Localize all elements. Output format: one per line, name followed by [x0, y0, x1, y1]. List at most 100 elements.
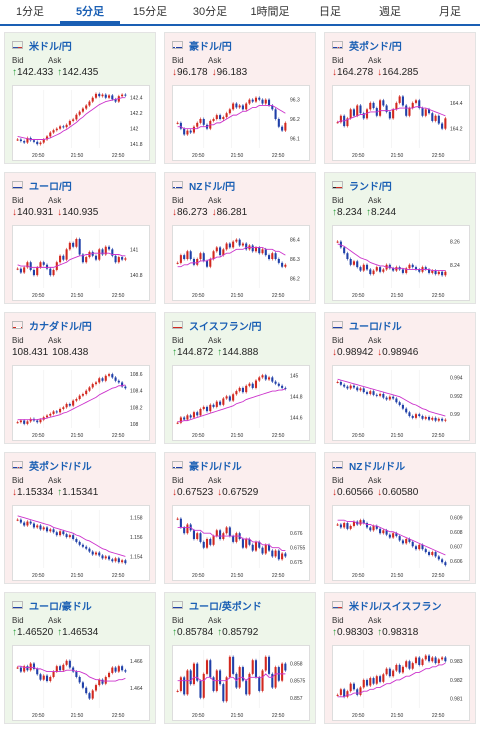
rate-card[interactable]: 米ドル/スイスフラン Bid Ask ↑0.98303 ↑0.98318 0.983 0.9… [324, 592, 476, 724]
candle-body [186, 415, 189, 420]
candle-body [104, 94, 107, 98]
mini-chart[interactable]: 1.158 1.156 1.154 20:50 21:50 22:50 [12, 505, 150, 581]
candle-body [385, 397, 388, 400]
currency-pair-link[interactable]: ユーロ/円 [29, 181, 72, 193]
candle-body [23, 267, 26, 273]
candle-body [254, 97, 258, 102]
tab-timeframe[interactable]: 15分足 [132, 6, 168, 18]
candle-body [362, 679, 365, 688]
tab-timeframe[interactable]: 30分足 [192, 6, 228, 18]
candle-body [29, 663, 32, 671]
gb-flag-icon [12, 461, 23, 469]
candle-body [277, 259, 280, 263]
candle-body [388, 264, 391, 269]
rate-card[interactable]: 豪ドル/円 Bid Ask ↓96.178 ↓96.183 96.3 96.2 96.1 20:… [164, 32, 316, 164]
mini-chart[interactable]: 142.4 142.2 142 141.8 20:50 21:50 22:50 [12, 85, 150, 161]
currency-pair-link[interactable]: 豪ドル/ドル [189, 461, 242, 473]
candle-body [186, 130, 189, 135]
rate-card[interactable]: スイスフラン/円 Bid Ask ↑144.872 ↑144.888 145 144.8 14… [164, 312, 316, 444]
mini-chart[interactable]: 8.26 8.24 20:50 21:50 22:50 [332, 225, 470, 301]
candle-body [372, 270, 375, 275]
bid-price: 0.98303 [337, 627, 374, 638]
rate-card[interactable]: ユーロ/英ポンド Bid Ask ↑0.85784 ↑0.85792 0.858 0.857… [164, 592, 316, 724]
currency-pair-link[interactable]: 豪ドル/円 [189, 41, 232, 53]
candle-body [379, 267, 382, 272]
rate-card[interactable]: NZドル/ドル Bid Ask ↓0.60566 ↓0.60580 0.609 0.608 0… [324, 452, 476, 584]
candle-body [192, 259, 196, 265]
mini-chart[interactable]: 145 144.8 144.6 20:50 21:50 22:50 [172, 365, 310, 441]
ask-price: 0.85792 [222, 627, 259, 638]
mini-chart[interactable]: 0.858 0.8575 0.857 20:50 21:50 22:50 [172, 645, 310, 721]
x-tick-label: 20:50 [32, 713, 45, 719]
candle-body [199, 253, 202, 259]
eu-flag-icon [12, 181, 23, 189]
rate-card[interactable]: 英ポンド/円 Bid Ask ↓164.278 ↓164.285 164.4 164.2 20… [324, 32, 476, 164]
tab-timeframe[interactable]: 月足 [439, 6, 461, 18]
mini-chart[interactable]: 0.609 0.608 0.607 0.606 20:50 21:50 22:50 [332, 505, 470, 581]
mini-chart[interactable]: 0.676 0.6755 0.675 20:50 21:50 22:50 [172, 505, 310, 581]
currency-pair-link[interactable]: ユーロ/英ポンド [189, 601, 262, 613]
currency-pair-link[interactable]: 英ポンド/円 [349, 41, 402, 53]
mini-chart[interactable]: 1.466 1.464 20:50 21:50 22:50 [12, 645, 150, 721]
currency-pair-link[interactable]: NZドル/円 [189, 181, 236, 193]
y-tick-label: 8.26 [450, 240, 460, 246]
tab-timeframe[interactable]: 週足 [379, 6, 401, 18]
currency-pair-link[interactable]: 米ドル/スイスフラン [349, 601, 442, 613]
candle-body [78, 239, 81, 255]
rate-card[interactable]: 英ポンド/ドル Bid Ask ↓1.15334 ↑1.15341 1.158 1.156 1… [4, 452, 156, 584]
candle-body [52, 130, 55, 133]
tab-timeframe[interactable]: 5分足 [60, 0, 120, 24]
candle-body [111, 95, 114, 100]
candle-body [437, 556, 440, 560]
candle-body [26, 137, 29, 143]
mini-chart[interactable]: 108.6 108.4 108.2 108 20:50 21:50 22:50 [12, 365, 150, 441]
candle-body [421, 544, 424, 550]
candle-body [49, 413, 52, 416]
rate-card[interactable]: カナダドル/円 Bid Ask 108.431 108.438 108.6 108.4 108… [4, 312, 156, 444]
down-arrow-icon: ↓ [12, 487, 17, 498]
rate-card[interactable]: ユーロ/豪ドル Bid Ask ↑1.46520 ↑1.46534 1.466 1.464 2… [4, 592, 156, 724]
candle-body [98, 378, 101, 383]
candle-body [176, 690, 179, 692]
candle-body [375, 676, 378, 684]
rate-card[interactable]: 米ドル/円 Bid Ask ↑142.433 ↑142.435 142.4 142.2 142… [4, 32, 156, 164]
candle-body [78, 111, 81, 115]
mini-chart[interactable]: 164.4 164.2 20:50 21:50 22:50 [332, 85, 470, 161]
currency-pair-link[interactable]: スイスフラン/円 [189, 321, 262, 333]
currency-pair-link[interactable]: カナダドル/円 [29, 321, 92, 333]
candle-body [78, 676, 81, 683]
rate-card[interactable]: ランド/円 Bid Ask ↑8.234 ↑8.244 8.26 8.24 20:50 21:5… [324, 172, 476, 304]
mini-chart[interactable]: 0.994 0.992 0.99 20:50 21:50 22:50 [332, 365, 470, 441]
candle-body [215, 401, 218, 407]
mini-chart[interactable]: 96.3 96.2 96.1 20:50 21:50 22:50 [172, 85, 310, 161]
bid-price: 140.931 [17, 207, 54, 218]
x-tick-label: 22:50 [112, 573, 125, 579]
candle-body [98, 249, 101, 260]
mini-chart[interactable]: 0.983 0.982 0.981 20:50 21:50 22:50 [332, 645, 470, 721]
candle-body [362, 388, 365, 393]
currency-pair-link[interactable]: ランド/円 [349, 181, 392, 193]
candle-body [225, 527, 228, 534]
candle-body [29, 262, 32, 270]
candle-body [444, 562, 447, 566]
mini-chart[interactable]: 141 140.8 20:50 21:50 22:50 [12, 225, 150, 301]
x-tick-label: 20:50 [192, 153, 205, 159]
currency-pair-link[interactable]: 英ポンド/ドル [29, 461, 92, 473]
candle-body [434, 115, 437, 121]
candle-body [196, 663, 199, 681]
candle-body [222, 249, 225, 256]
currency-pair-link[interactable]: ユーロ/ドル [349, 321, 402, 333]
candle-body [114, 667, 117, 672]
currency-pair-link[interactable]: 米ドル/円 [29, 41, 72, 53]
rate-card[interactable]: 豪ドル/ドル Bid Ask ↓0.67523 ↓0.67529 0.676 0.6755 0… [164, 452, 316, 584]
candle-body [339, 115, 342, 123]
rate-card[interactable]: NZドル/円 Bid Ask ↓86.273 ↓86.281 86.4 86.3 86.2 20… [164, 172, 316, 304]
currency-pair-link[interactable]: NZドル/ドル [349, 461, 406, 473]
tab-timeframe[interactable]: 1分足 [15, 6, 45, 18]
tab-timeframe[interactable]: 日足 [319, 6, 341, 18]
currency-pair-link[interactable]: ユーロ/豪ドル [29, 601, 92, 613]
mini-chart[interactable]: 86.4 86.3 86.2 20:50 21:50 22:50 [172, 225, 310, 301]
rate-card[interactable]: ユーロ/円 Bid Ask ↓140.931 ↓140.935 141 140.8 20:50… [4, 172, 156, 304]
tab-timeframe[interactable]: 1時間足 [250, 6, 290, 18]
rate-card[interactable]: ユーロ/ドル Bid Ask ↓0.98942 ↓0.98946 0.994 0.992 0.… [324, 312, 476, 444]
